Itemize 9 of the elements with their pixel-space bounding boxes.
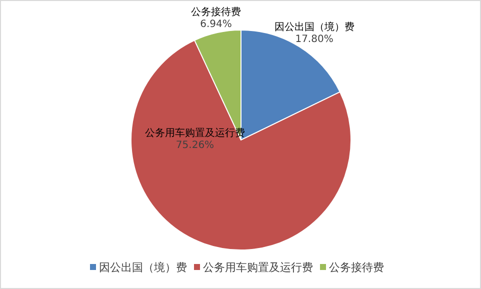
legend-label: 因公出国（境）费 — [99, 261, 187, 274]
legend-label: 公务用车购置及运行费 — [203, 261, 313, 274]
data-label: 6.94% — [200, 19, 232, 30]
data-label: 17.80% — [295, 34, 334, 46]
legend-label: 公务接待费 — [329, 261, 384, 274]
slice-label: 公务接待费 — [191, 6, 242, 18]
data-label: 75.26% — [176, 140, 214, 151]
slice-label: 公务用车购置及运行费 — [145, 127, 245, 139]
slice-label: 因公出国（境）费 — [274, 21, 354, 34]
